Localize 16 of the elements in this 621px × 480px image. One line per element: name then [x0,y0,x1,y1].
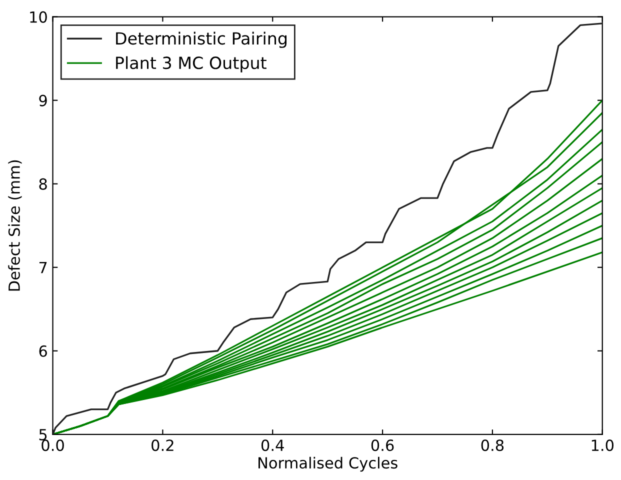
y-tick-label: 8 [39,178,47,190]
legend-label: Deterministic Pairing [116,32,287,48]
x-tick-label: 0.2 [152,440,174,452]
y-tick-label: 6 [39,345,47,357]
y-tick-label: 9 [39,94,47,106]
x-tick-label: 0.6 [371,440,394,452]
legend-label: Plant 3 MC Output [116,56,266,72]
y-axis-title: Defect Size (mm) [8,160,22,291]
x-tick-label: 1.0 [592,440,614,452]
x-tick-label: 0.4 [261,440,284,452]
x-tick-label: 0.0 [42,440,64,452]
x-axis-title: Normalised Cycles [258,456,398,472]
y-tick-label: 7 [39,262,47,274]
y-tick-label: 5 [39,429,47,440]
y-tick-label: 10 [30,11,47,23]
x-tick-label: 0.8 [481,440,504,452]
